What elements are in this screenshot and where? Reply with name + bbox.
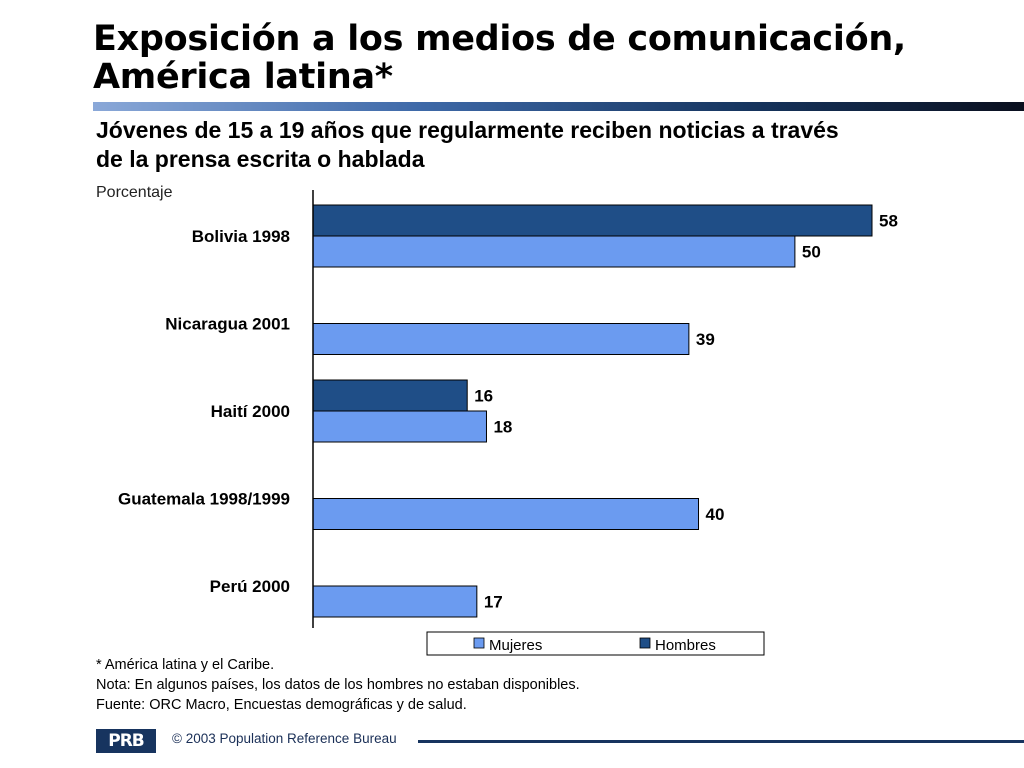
data-label-mujeres-bolivia-1998: 50 bbox=[802, 243, 821, 262]
data-label-mujeres-haiti-2000: 18 bbox=[493, 418, 512, 437]
bar-mujeres-nicaragua-2001 bbox=[312, 323, 690, 355]
legend-label-mujeres: Mujeres bbox=[489, 637, 542, 654]
bar-mujeres-bolivia-1998 bbox=[312, 235, 796, 268]
legend-swatch-mujeres bbox=[473, 637, 485, 649]
category-label-guatemala-1998-1999: Guatemala 1998/1999 bbox=[118, 490, 290, 509]
data-label-hombres-bolivia-1998: 58 bbox=[879, 212, 898, 231]
chart-subtitle-line-1: Jóvenes de 15 a 19 años que regularmente… bbox=[96, 117, 839, 143]
note-missing-data: Nota: En algunos países, los datos de lo… bbox=[96, 677, 580, 693]
chart-subtitle-line-2: de la prensa escrita o hablada bbox=[96, 146, 425, 172]
title-divider-bar bbox=[93, 102, 1024, 111]
bar-hombres-haiti-2000 bbox=[312, 379, 468, 412]
category-label-peru-2000: Perú 2000 bbox=[210, 577, 290, 596]
legend-label-hombres: Hombres bbox=[655, 637, 716, 654]
chart-title-line-2: América latina* bbox=[93, 57, 393, 97]
data-label-mujeres-guatemala-1998-1999: 40 bbox=[706, 505, 725, 524]
data-label-mujeres-peru-2000: 17 bbox=[484, 593, 503, 612]
footer-divider bbox=[418, 740, 1024, 743]
bar-mujeres-haiti-2000 bbox=[312, 410, 487, 443]
chart-notes: * América latina y el Caribe. Nota: En a… bbox=[96, 655, 796, 715]
bar-mujeres-peru-2000 bbox=[312, 585, 478, 618]
data-label-hombres-haiti-2000: 16 bbox=[474, 387, 493, 406]
legend-box bbox=[426, 631, 765, 656]
bar-mujeres-guatemala-1998-1999 bbox=[312, 498, 700, 530]
copyright-text: © 2003 Population Reference Bureau bbox=[172, 731, 397, 746]
category-label-nicaragua-2001: Nicaragua 2001 bbox=[165, 315, 290, 334]
category-label-bolivia-1998: Bolivia 1998 bbox=[192, 227, 290, 246]
category-label-haiti-2000: Haití 2000 bbox=[211, 402, 290, 421]
legend-swatch-hombres bbox=[639, 637, 651, 649]
y-axis-title: Porcentaje bbox=[96, 184, 173, 201]
prb-logo: PRB bbox=[96, 729, 156, 753]
data-label-mujeres-nicaragua-2001: 39 bbox=[696, 330, 715, 349]
chart-title-line-1: Exposición a los medios de comunicación, bbox=[93, 19, 906, 59]
chart-title: Exposición a los medios de comunicación,… bbox=[93, 20, 993, 96]
note-region: * América latina y el Caribe. bbox=[96, 657, 275, 673]
bar-chart: Porcentaje Bolivia 1998 58 50 Nicaragua 2001… bbox=[96, 184, 898, 656]
chart-subtitle: Jóvenes de 15 a 19 años que regularmente… bbox=[96, 116, 996, 174]
bar-hombres-bolivia-1998 bbox=[312, 204, 873, 237]
note-source: Fuente: ORC Macro, Encuestas demográfica… bbox=[96, 697, 467, 713]
